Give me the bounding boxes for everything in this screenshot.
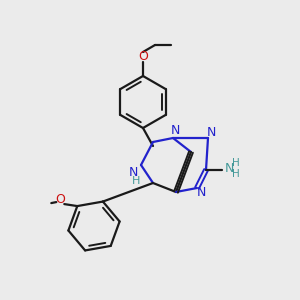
Text: N: N	[196, 187, 206, 200]
Text: H: H	[132, 176, 140, 186]
Text: N: N	[170, 124, 180, 137]
Text: O: O	[56, 193, 65, 206]
Text: N: N	[206, 127, 216, 140]
Text: N: N	[128, 167, 138, 179]
Text: N: N	[224, 161, 234, 175]
Text: O: O	[138, 50, 148, 64]
Text: H: H	[232, 158, 240, 168]
Text: H: H	[232, 169, 240, 179]
